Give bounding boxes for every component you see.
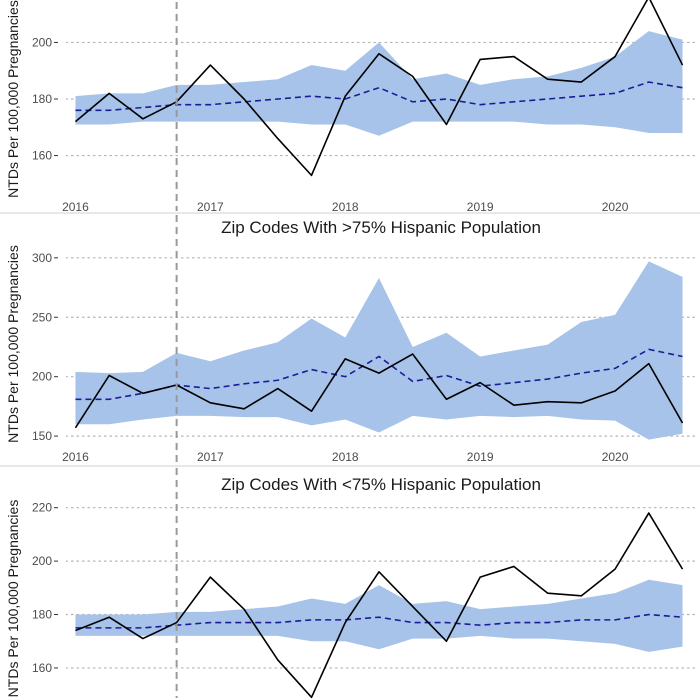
- prediction-band: [75, 31, 683, 136]
- x-tick-label: 2020: [602, 200, 629, 214]
- chart-panel-1: 160 180 200 2016 2017 2018 2019 2020 NTDs Per 10…: [5, 0, 696, 214]
- x-tick-label: 2017: [197, 200, 224, 214]
- x-tick-label: 2018: [332, 200, 359, 214]
- y-axis-label: NTDs Per 100,000 Pregnancies: [5, 0, 21, 198]
- x-tick-label: 2017: [197, 450, 224, 464]
- x-tick-label: 2018: [332, 450, 359, 464]
- x-tick-label: 2020: [602, 450, 629, 464]
- chart-panel-3: 160 180 200 220 Zip Codes With <75% Hispanic…: [5, 468, 696, 699]
- x-tick-label: 2016: [62, 200, 89, 214]
- plot-area: [66, 507, 696, 699]
- prediction-band: [75, 261, 683, 440]
- x-tick-label: 2019: [467, 450, 494, 464]
- x-tick-label: 2019: [467, 200, 494, 214]
- prediction-band: [75, 579, 683, 652]
- y-tick-label: 180: [32, 92, 52, 106]
- plot-area: [66, 0, 696, 177]
- observed-series-line: [75, 512, 684, 699]
- x-tick-label: 2016: [62, 450, 89, 464]
- panel-title: Zip Codes With <75% Hispanic Population: [221, 475, 541, 494]
- y-tick-label: 220: [32, 501, 52, 515]
- y-tick-label: 180: [32, 608, 52, 622]
- y-axis-label: NTDs Per 100,000 Pregnancies: [5, 245, 21, 443]
- y-tick-label: 200: [32, 35, 52, 49]
- plot-area: [66, 257, 696, 440]
- y-tick-label: 300: [32, 251, 52, 265]
- y-tick-label: 200: [32, 554, 52, 568]
- panel-title: Zip Codes With >75% Hispanic Population: [221, 218, 541, 237]
- chart-panel-2: 150 200 250 300 2016 2017 2018 2019 2020 Zip Code…: [5, 215, 696, 464]
- y-tick-label: 250: [32, 310, 52, 324]
- y-tick-label: 160: [32, 661, 52, 675]
- y-tick-label: 150: [32, 429, 52, 443]
- y-axis-label: NTDs Per 100,000 Pregnancies: [5, 500, 21, 698]
- y-tick-label: 160: [32, 149, 52, 163]
- y-tick-label: 200: [32, 370, 52, 384]
